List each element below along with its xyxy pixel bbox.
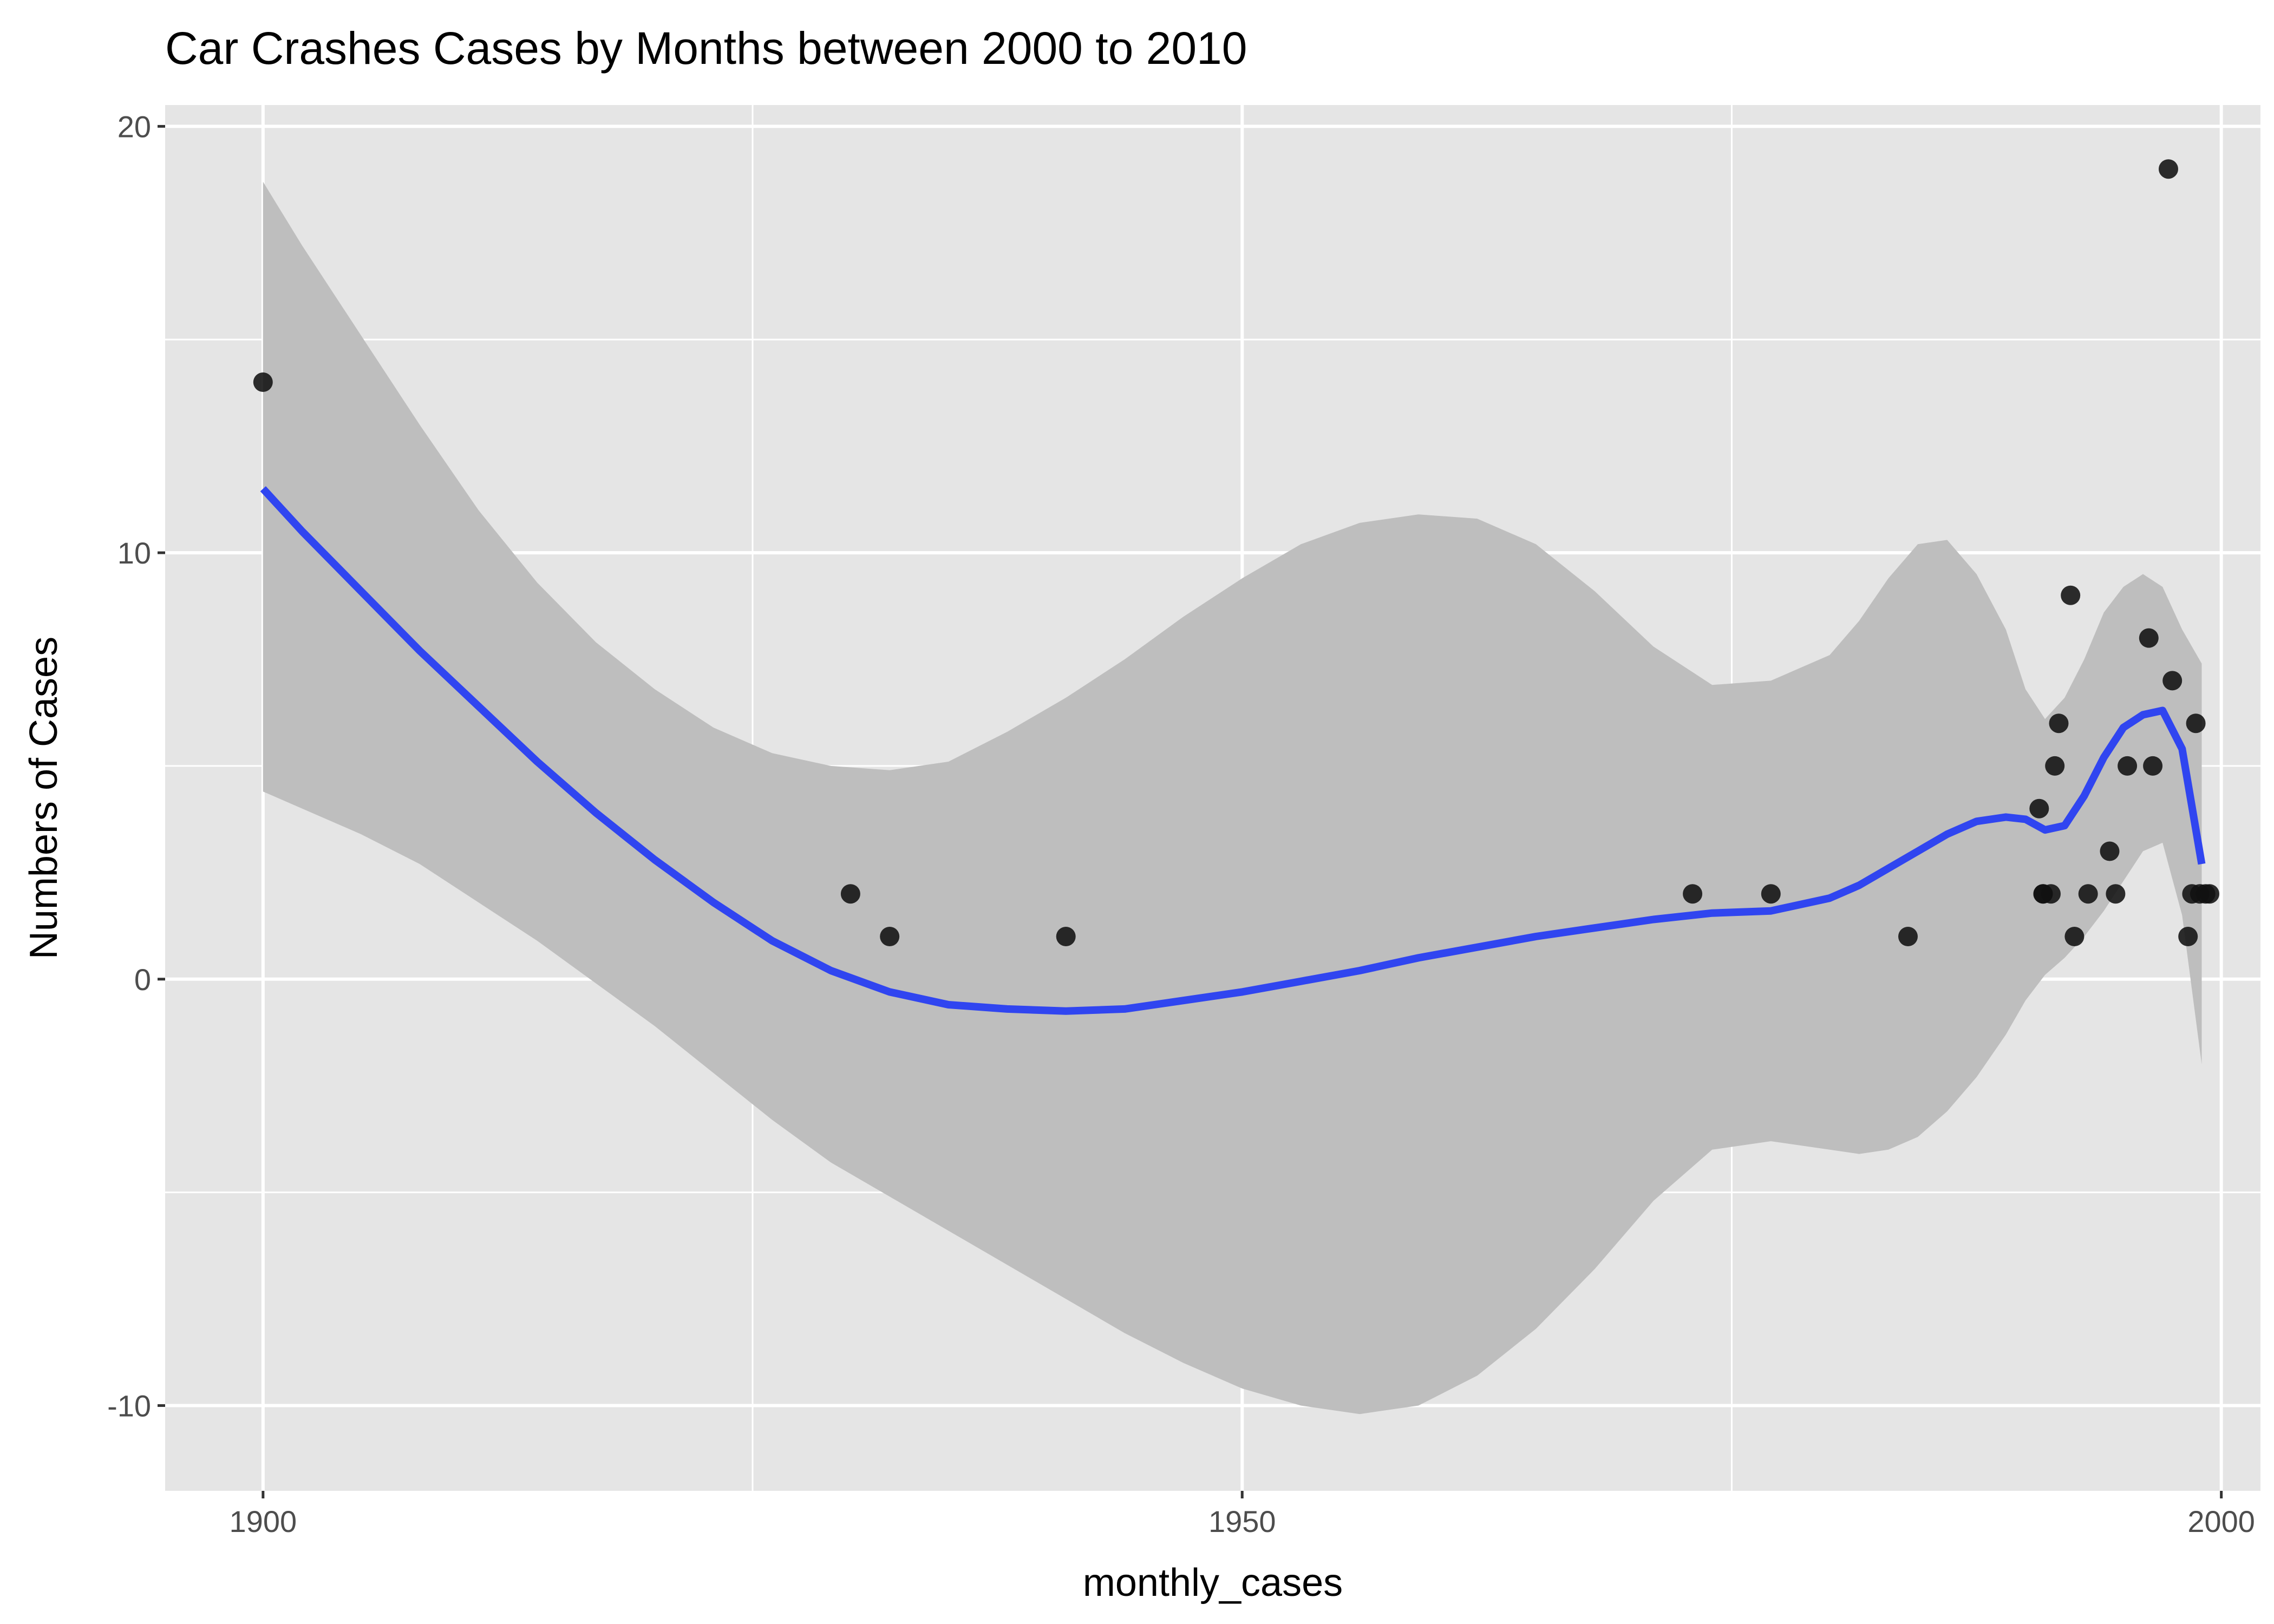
data-point <box>2162 671 2182 691</box>
data-points <box>253 159 2219 946</box>
y-tick-label: 0 <box>134 962 151 997</box>
data-point <box>2041 884 2061 904</box>
chart-title: Car Crashes Cases by Months between 2000… <box>165 23 1247 74</box>
y-axis: -10 0 10 20 <box>107 109 165 1423</box>
data-point <box>2118 756 2138 776</box>
data-point <box>2029 798 2049 818</box>
y-tick-label: -10 <box>107 1389 151 1423</box>
data-point <box>2061 585 2081 605</box>
data-point <box>2078 884 2098 904</box>
data-point <box>1056 927 1076 946</box>
smooth-line <box>260 486 2206 1015</box>
data-point <box>2143 756 2163 776</box>
data-point <box>1898 927 1918 946</box>
data-point <box>2064 927 2084 946</box>
data-point <box>1683 884 1703 904</box>
data-point <box>2200 884 2219 904</box>
data-point <box>1761 884 1781 904</box>
data-point <box>880 927 900 946</box>
data-point <box>2049 713 2069 734</box>
data-point <box>2186 713 2206 734</box>
data-point <box>2045 756 2065 776</box>
x-tick-label: 1950 <box>1208 1504 1276 1538</box>
data-point <box>2178 927 2198 946</box>
data-point <box>840 884 860 904</box>
x-tick-label: 2000 <box>2187 1504 2255 1538</box>
data-point <box>253 372 273 392</box>
x-axis: 1900 1950 2000 <box>230 1491 2255 1538</box>
x-axis-title: monthly_cases <box>1083 1561 1343 1605</box>
data-point <box>2139 628 2159 648</box>
y-tick-label: 10 <box>117 536 151 570</box>
y-axis-title: Numbers of Cases <box>22 637 66 959</box>
y-tick-label: 20 <box>117 109 151 143</box>
data-point <box>2106 884 2126 904</box>
confidence-ribbon <box>263 181 2202 1415</box>
x-tick-label: 1900 <box>230 1504 297 1538</box>
data-point <box>2100 841 2120 861</box>
data-point <box>2159 159 2178 179</box>
